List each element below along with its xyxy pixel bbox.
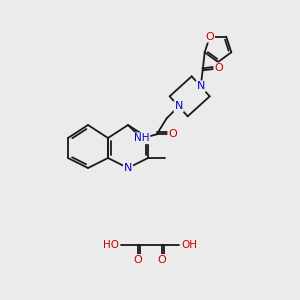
Text: N: N: [196, 81, 205, 91]
Text: O: O: [158, 255, 166, 265]
Text: O: O: [206, 32, 214, 42]
Text: OH: OH: [181, 240, 197, 250]
Text: HO: HO: [103, 240, 119, 250]
Text: NH: NH: [134, 133, 149, 143]
Text: O: O: [214, 63, 223, 73]
Text: O: O: [134, 255, 142, 265]
Text: N: N: [124, 163, 132, 173]
Text: N: N: [175, 101, 183, 111]
Text: O: O: [168, 129, 177, 139]
